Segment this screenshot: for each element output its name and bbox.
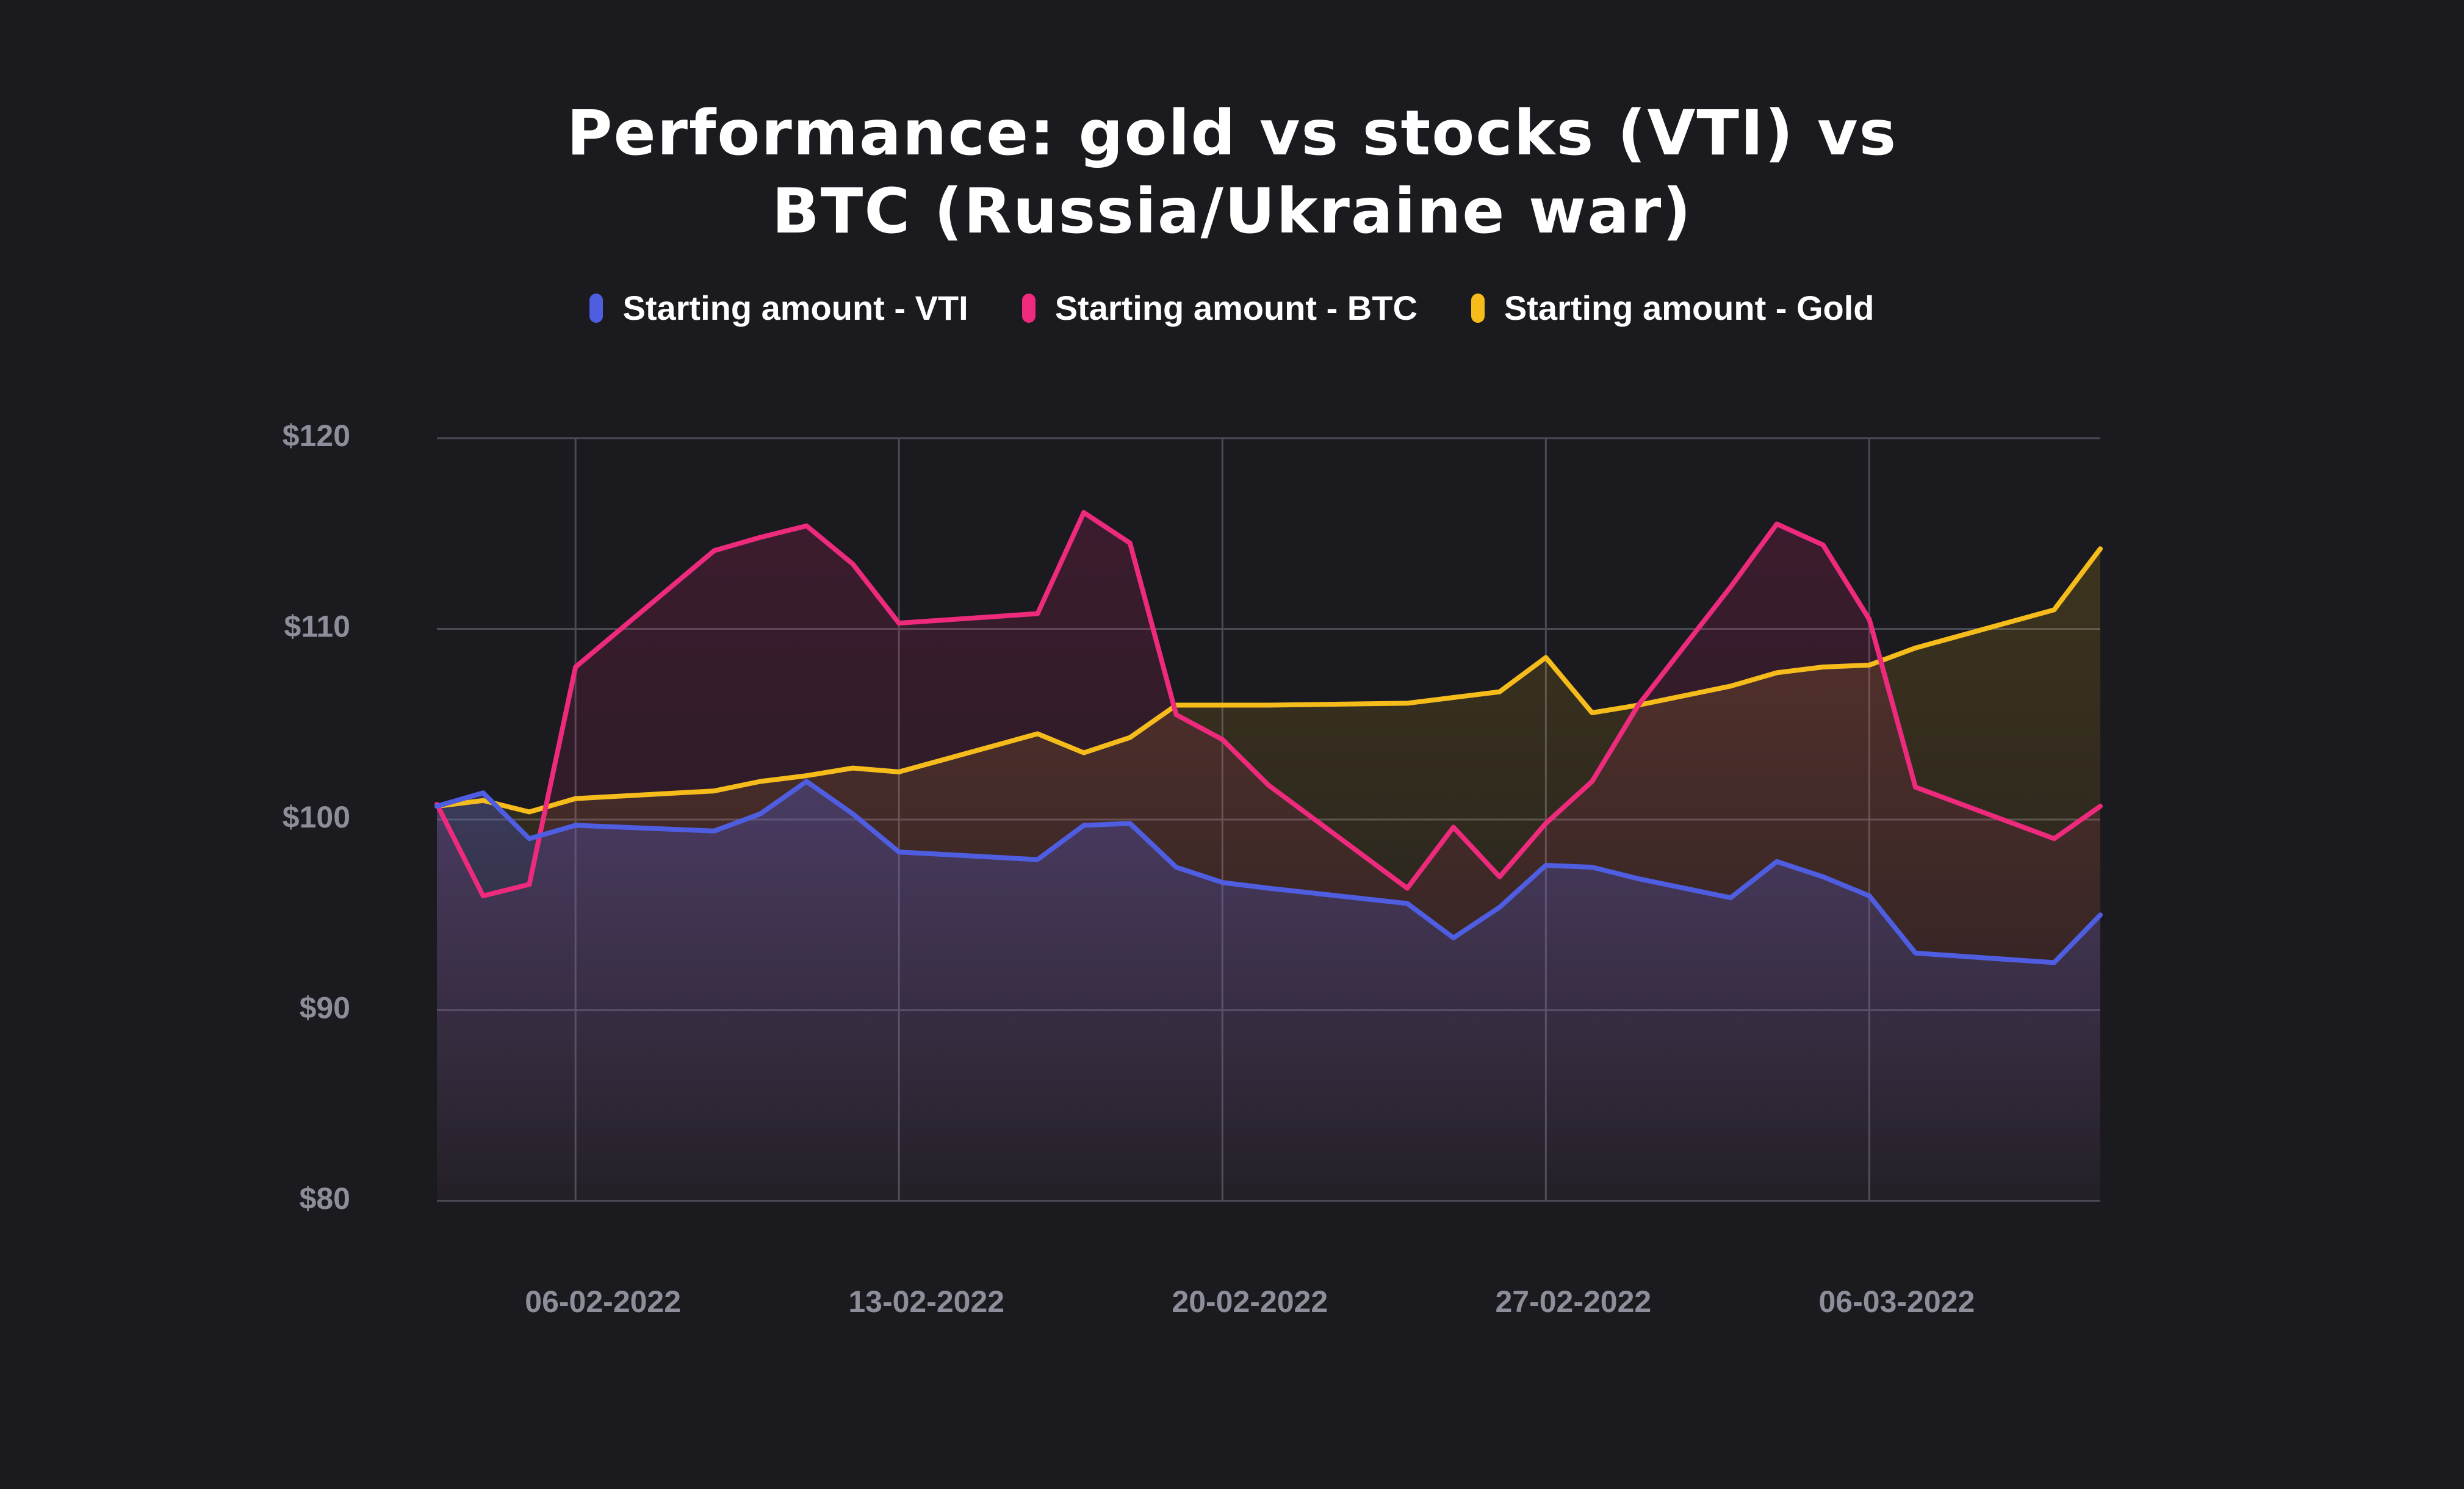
- legend-item-btc[interactable]: Starting amount - BTC: [1021, 288, 1418, 328]
- x-tick-label: 13-02-2022: [848, 1285, 1004, 1319]
- legend-label-gold: Starting amount - Gold: [1504, 289, 1875, 327]
- series-line-vti: [434, 779, 2103, 965]
- legend-swatch-btc: [1021, 293, 1036, 323]
- x-axis-tick-labels: 06-02-2022 13-02-2022 20-02-2022 27-02-2022…: [525, 1285, 1975, 1319]
- x-tick-label: 20-02-2022: [1172, 1285, 1328, 1319]
- chart-title: Performance: gold vs stocks (VTI) vs BTC…: [0, 95, 2464, 251]
- y-tick-label: $80: [300, 1181, 350, 1216]
- legend-item-vti[interactable]: Starting amount - VTI: [589, 288, 968, 328]
- series-line-btc: [434, 510, 2103, 898]
- legend-swatch-vti: [589, 293, 603, 323]
- y-axis-tick-labels: $120 $110 $100 $90 $80: [283, 419, 350, 1216]
- series-area-vti: [437, 781, 2100, 1201]
- x-tick-label: 27-02-2022: [1495, 1285, 1651, 1319]
- series-lines: [434, 510, 2103, 965]
- series-areas: [437, 512, 2100, 1202]
- chart-legend: Starting amount - VTI Starting amount - …: [0, 288, 2464, 328]
- series-line-gold: [434, 546, 2103, 815]
- legend-item-gold[interactable]: Starting amount - Gold: [1471, 288, 1875, 328]
- x-tick-label: 06-02-2022: [525, 1285, 681, 1319]
- y-tick-label: $120: [283, 419, 350, 453]
- y-tick-label: $90: [300, 991, 350, 1025]
- y-tick-label: $100: [283, 800, 350, 834]
- x-tick-label: 06-03-2022: [1819, 1285, 1975, 1319]
- legend-label-vti: Starting amount - VTI: [622, 289, 968, 327]
- y-tick-label: $110: [284, 610, 350, 644]
- legend-label-btc: Starting amount - BTC: [1054, 289, 1418, 327]
- legend-swatch-gold: [1471, 293, 1485, 323]
- chart-title-line-1: Performance: gold vs stocks (VTI) vs: [566, 97, 1898, 170]
- chart-title-line-2: BTC (Russia/Ukraine war): [772, 175, 1692, 248]
